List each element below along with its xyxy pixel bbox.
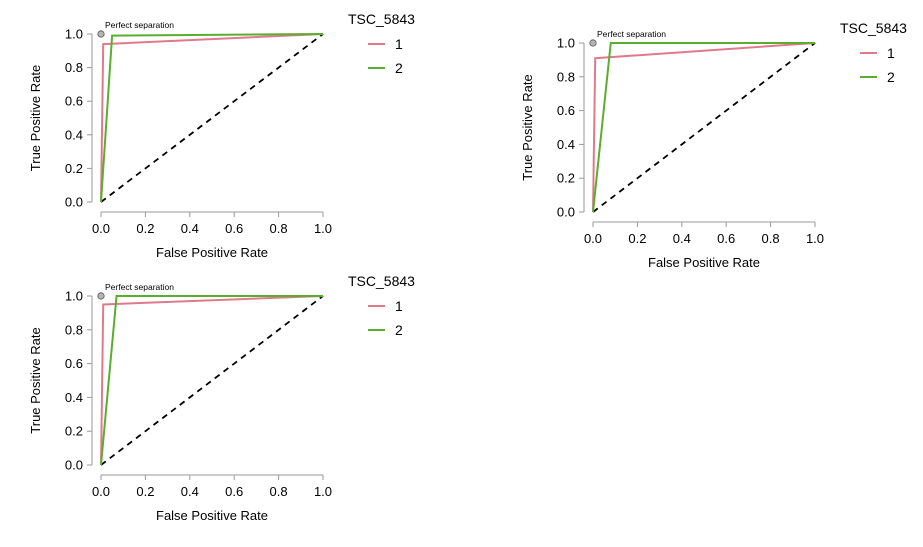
legend-label-1: 1 <box>395 36 403 52</box>
roc-curve-series-2 <box>100 33 324 203</box>
y-tick-label: 0.4 <box>65 127 83 142</box>
y-tick-label: 0.4 <box>65 390 83 405</box>
roc-chart-3: 0.0 0.2 0.4 0.6 0.8 1.0 0.0 0.2 0.4 0.6 0.8 1.0 Fals… <box>28 273 415 523</box>
perfect-separation-label: Perfect separation <box>597 29 666 39</box>
y-tick-label: 0.0 <box>65 458 83 473</box>
x-axis-title: False Positive Rate <box>156 245 268 260</box>
x-tick-label: 0.2 <box>136 484 154 499</box>
roc-curve-series-1 <box>592 42 816 213</box>
x-tick-label: 0.2 <box>136 221 154 236</box>
legend-label-2: 2 <box>395 60 403 76</box>
y-tick-label: 0.6 <box>557 103 575 118</box>
perfect-separation-marker <box>97 292 105 300</box>
y-axis-title: True Positive Rate <box>28 327 43 433</box>
legend-label-2: 2 <box>887 69 895 85</box>
legend-title: TSC_5843 <box>840 20 907 36</box>
x-tick-label: 1.0 <box>314 221 332 236</box>
x-tick-label: 0.8 <box>270 484 288 499</box>
roc-curve-series-1 <box>100 295 324 466</box>
y-tick-label: 0.4 <box>557 137 575 152</box>
x-tick-label: 0.8 <box>762 231 780 246</box>
chance-diagonal <box>100 33 324 203</box>
chance-diagonal <box>592 42 816 213</box>
y-tick-label: 0.6 <box>65 94 83 109</box>
legend-title: TSC_5843 <box>348 273 415 289</box>
roc-curve-series-2 <box>592 42 815 213</box>
perfect-separation-marker <box>97 30 105 38</box>
chance-diagonal <box>100 295 324 466</box>
x-tick-label: 0.4 <box>673 231 691 246</box>
x-tick-label: 0.4 <box>181 484 199 499</box>
roc-chart-1: 0.0 0.2 0.4 0.6 0.8 1.0 0.0 0.2 0.4 0.6 0.8 1.0 Fals… <box>28 11 415 260</box>
perfect-separation-marker <box>589 39 597 47</box>
x-tick-label: 1.0 <box>314 484 332 499</box>
x-axis-title: False Positive Rate <box>156 508 268 523</box>
x-tick-label: 0.2 <box>628 231 646 246</box>
y-tick-label: 0.8 <box>65 60 83 75</box>
legend-label-2: 2 <box>395 322 403 338</box>
x-axis-title: False Positive Rate <box>648 255 760 270</box>
y-tick-label: 0.6 <box>65 356 83 371</box>
y-tick-label: 1.0 <box>557 36 575 51</box>
y-tick-label: 0.2 <box>557 171 575 186</box>
y-tick-label: 0.8 <box>65 322 83 337</box>
roc-chart-2: 0.0 0.2 0.4 0.6 0.8 1.0 0.0 0.2 0.4 0.6 0.8 1.0 Fals… <box>520 20 907 270</box>
y-tick-label: 0.0 <box>65 195 83 210</box>
legend-label-1: 1 <box>395 298 403 314</box>
x-tick-label: 1.0 <box>806 231 824 246</box>
x-tick-label: 0.6 <box>225 221 243 236</box>
legend-title: TSC_5843 <box>348 11 415 27</box>
y-axis-title: True Positive Rate <box>28 65 43 171</box>
x-tick-label: 0.6 <box>717 231 735 246</box>
roc-curve-series-2 <box>100 295 323 466</box>
x-tick-label: 0.8 <box>270 221 288 236</box>
legend-label-1: 1 <box>887 45 895 61</box>
y-tick-label: 0.0 <box>557 205 575 220</box>
x-tick-label: 0.6 <box>225 484 243 499</box>
x-tick-label: 0.0 <box>92 484 110 499</box>
y-tick-label: 1.0 <box>65 27 83 42</box>
y-tick-label: 1.0 <box>65 289 83 304</box>
roc-curve-series-1 <box>100 33 324 203</box>
x-tick-label: 0.0 <box>584 231 602 246</box>
y-axis-title: True Positive Rate <box>520 74 535 180</box>
perfect-separation-label: Perfect separation <box>105 282 174 292</box>
perfect-separation-label: Perfect separation <box>105 20 174 30</box>
x-tick-label: 0.4 <box>181 221 199 236</box>
x-tick-label: 0.0 <box>92 221 110 236</box>
y-tick-label: 0.2 <box>65 424 83 439</box>
y-tick-label: 0.8 <box>557 69 575 84</box>
y-tick-label: 0.2 <box>65 161 83 176</box>
